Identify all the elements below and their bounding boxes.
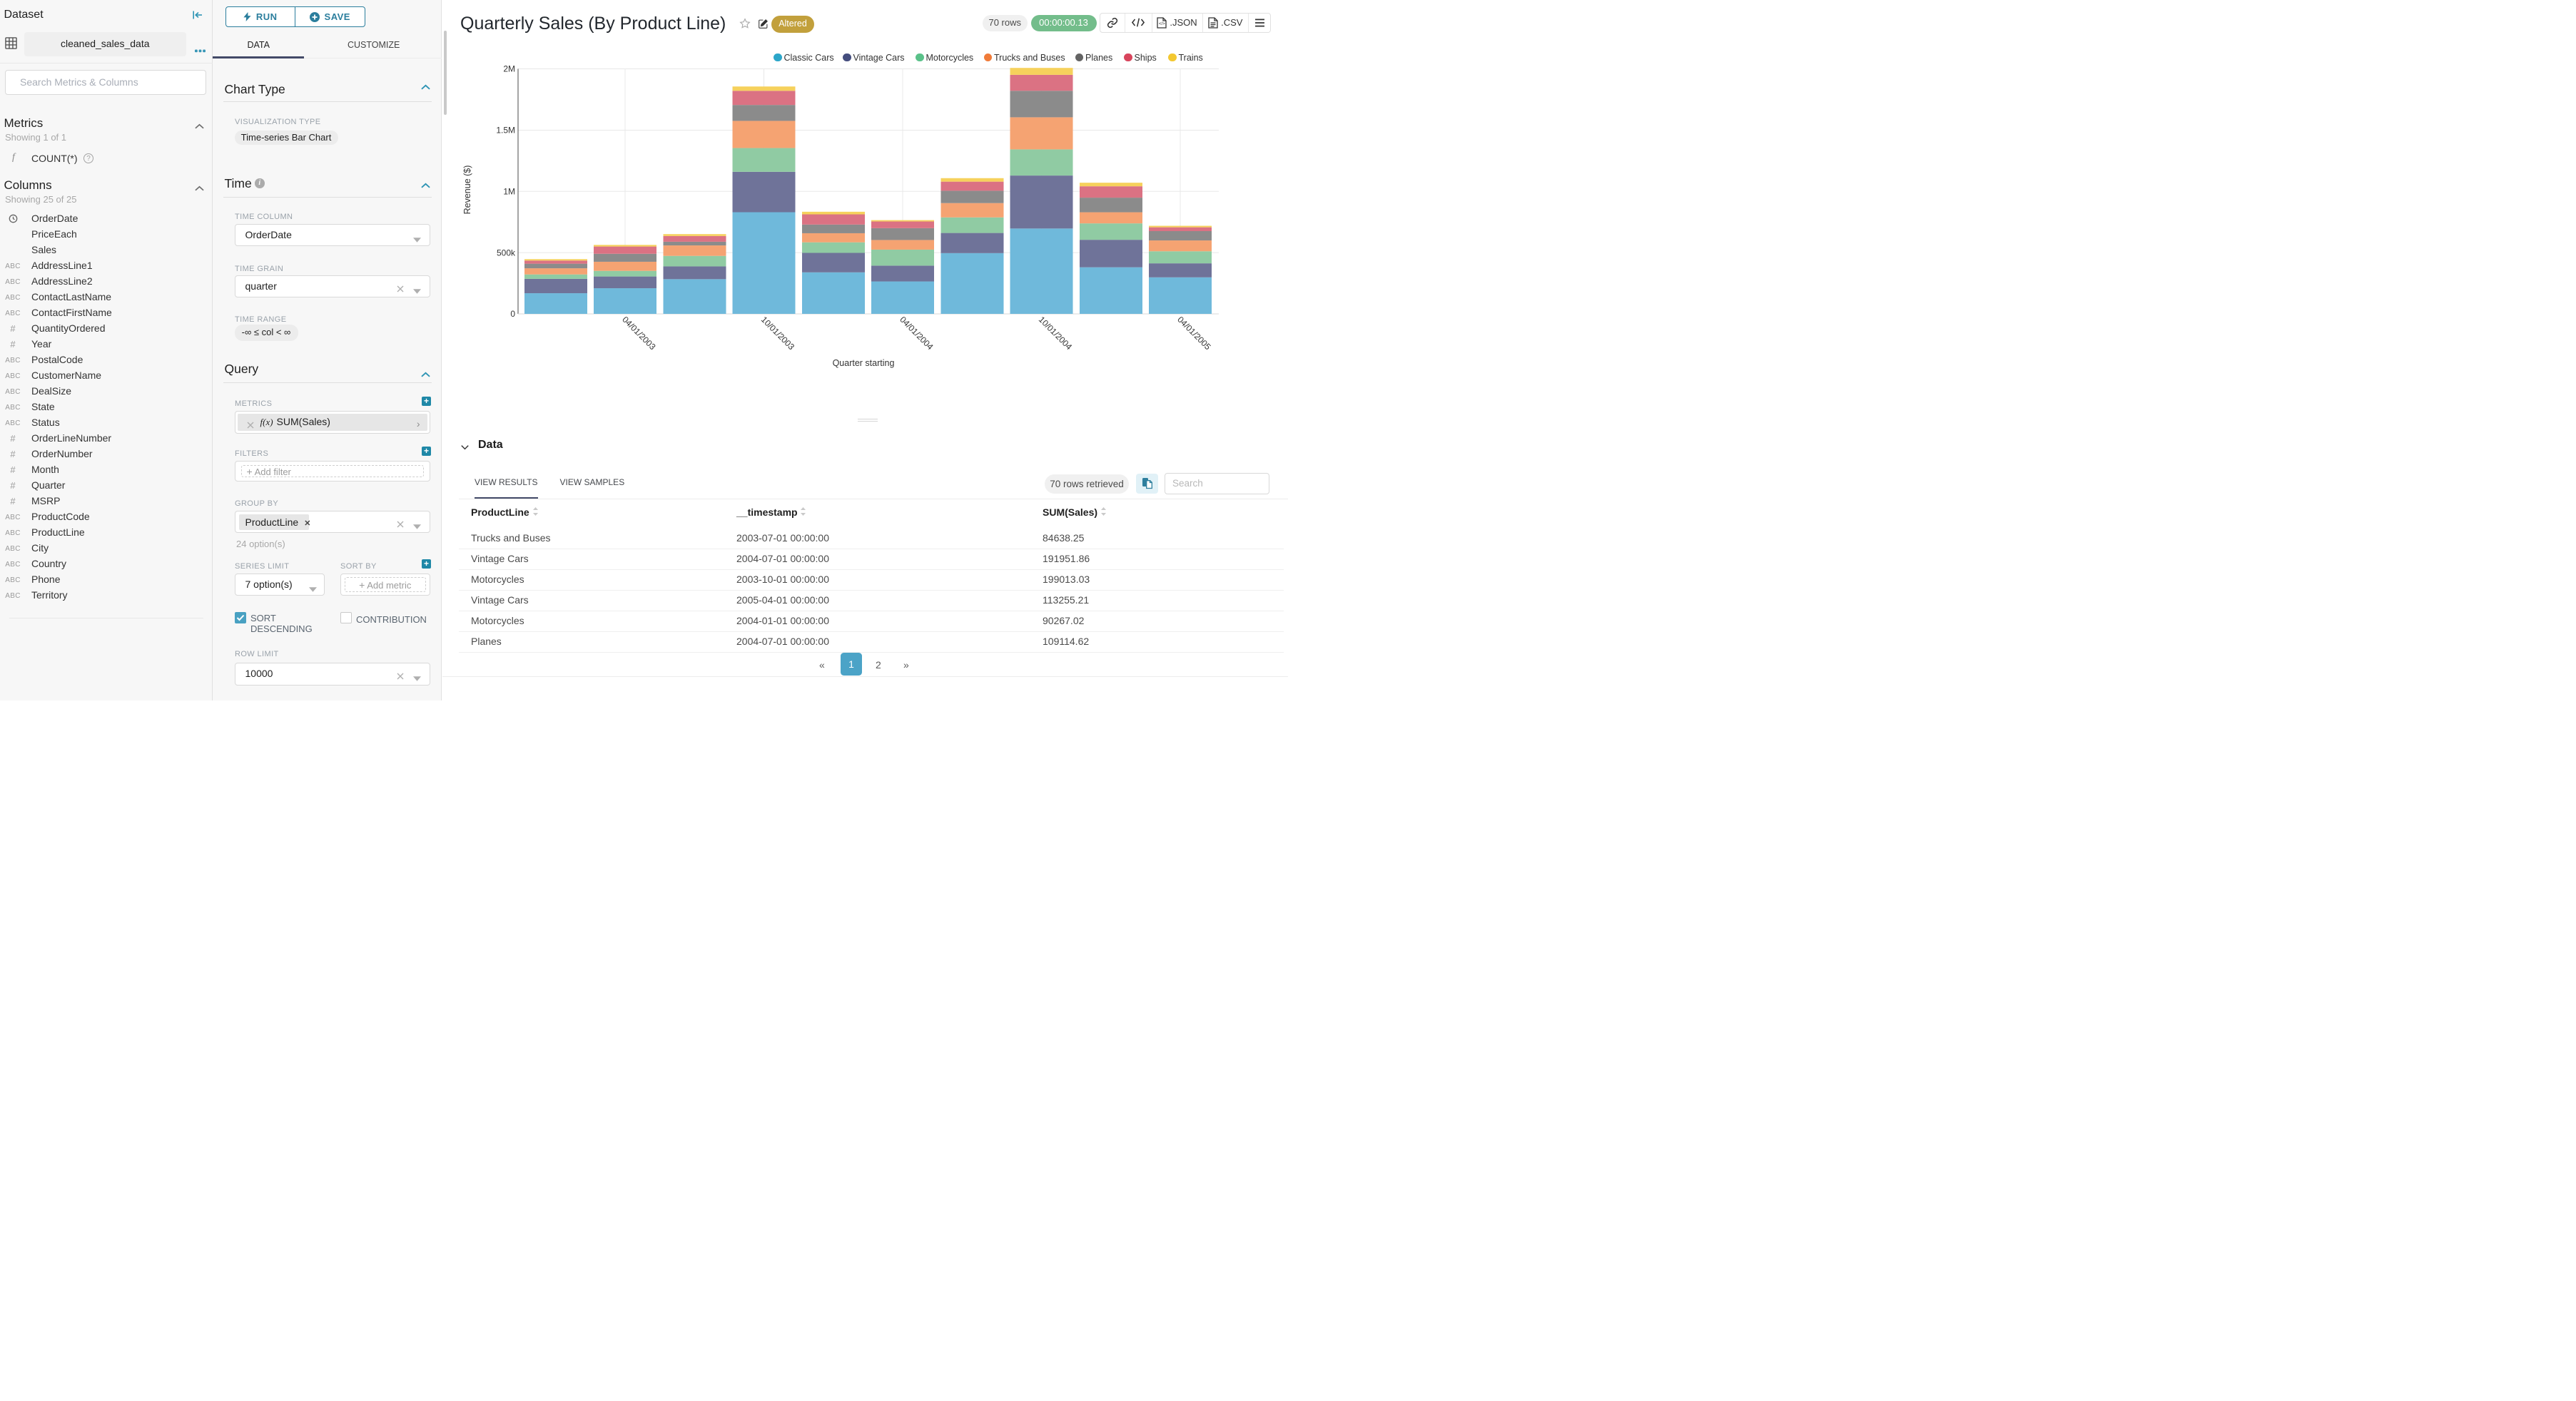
- svg-text:0: 0: [510, 309, 515, 319]
- svg-text:1M: 1M: [503, 186, 515, 196]
- svg-text:04/01/2004: 04/01/2004: [898, 315, 935, 352]
- svg-text:</>: </>: [1159, 22, 1165, 26]
- svg-text:2M: 2M: [503, 64, 515, 74]
- svg-text:10/01/2003: 10/01/2003: [759, 315, 797, 352]
- svg-text:500k: 500k: [497, 248, 516, 258]
- svg-text:04/01/2005: 04/01/2005: [1175, 315, 1213, 352]
- svg-text:04/01/2003: 04/01/2003: [620, 315, 658, 352]
- svg-text:10/01/2004: 10/01/2004: [1037, 315, 1075, 352]
- svg-text:1.5M: 1.5M: [496, 126, 515, 136]
- svg-text:Revenue ($): Revenue ($): [462, 165, 472, 215]
- svg-text:Quarter starting: Quarter starting: [833, 358, 895, 368]
